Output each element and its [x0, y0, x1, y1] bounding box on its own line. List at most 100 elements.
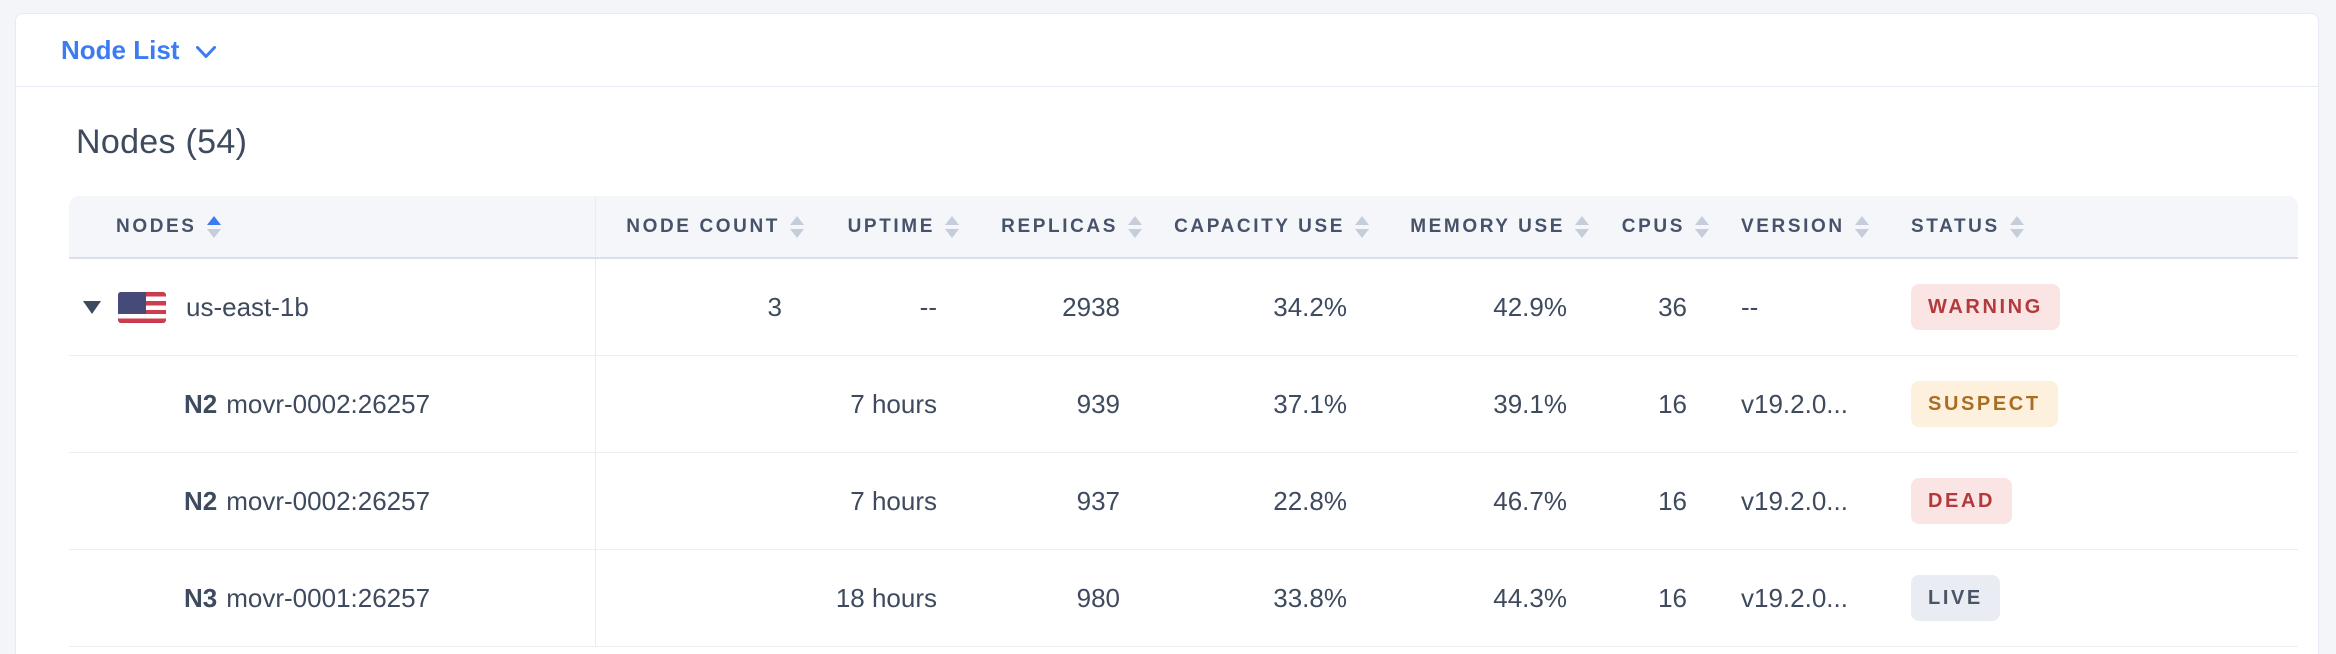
sort-up-arrow-icon [1695, 215, 1709, 225]
sort-arrows-icon[interactable] [1575, 215, 1589, 238]
node-id: N2 [184, 388, 218, 419]
node-row[interactable]: N2 movr-0002:26257 7 hours 939 37.1% 39.1% 16 v… [69, 356, 2298, 453]
node-count-cell: 3 [767, 291, 782, 322]
topbar: Node List [16, 14, 2318, 87]
column-header-capacity_use[interactable]: CAPACITY USE [1154, 196, 1381, 257]
sort-up-arrow-icon [1355, 215, 1369, 225]
node-address: movr-0002:26257 [226, 485, 431, 516]
column-header-label: REPLICAS [1001, 215, 1118, 237]
column-header-label: CPUS [1621, 215, 1685, 237]
sort-down-arrow-icon [2009, 228, 2024, 238]
uptime-cell: -- [919, 291, 937, 322]
column-header-replicas[interactable]: REPLICAS [971, 196, 1154, 257]
column-header-uptime[interactable]: UPTIME [816, 196, 971, 257]
sort-up-arrow-icon [945, 215, 959, 225]
uptime-cell: 18 hours [835, 582, 937, 613]
status-badge: WARNING [1911, 284, 2060, 330]
replicas-cell: 939 [1076, 388, 1120, 419]
column-header-node_count[interactable]: NODE COUNT [596, 196, 816, 257]
uptime-cell: 7 hours [850, 388, 937, 419]
sort-up-arrow-icon [790, 215, 804, 225]
status-cell: SUSPECT [1901, 356, 2298, 452]
node-id: N2 [184, 485, 218, 516]
status-cell: WARNING [1901, 259, 2298, 355]
sort-down-arrow-icon [1575, 228, 1589, 238]
memory-use-cell: 44.3% [1493, 582, 1567, 613]
collapse-caret-icon[interactable] [83, 300, 101, 314]
nodes-cell: N3 movr-0001:26257 [69, 550, 596, 646]
table-header-row: NODES NODE COUNT UPTIME REPLICAS CAPACITY US… [69, 196, 2298, 259]
node-address: movr-0001:26257 [226, 582, 431, 613]
column-header-nodes[interactable]: NODES [69, 196, 596, 257]
sort-down-arrow-icon [1128, 228, 1142, 238]
node-row[interactable]: N2 movr-0002:26257 7 hours 937 22.8% 46.7% 16 v… [69, 453, 2298, 550]
sort-arrows-icon[interactable] [206, 215, 221, 238]
cpus-cell: 16 [1658, 582, 1687, 613]
us-flag-icon [118, 291, 166, 323]
status-cell: DEAD [1901, 453, 2298, 549]
capacity-use-cell: 33.8% [1273, 582, 1347, 613]
replicas-cell: 937 [1076, 485, 1120, 516]
sort-arrows-icon[interactable] [1695, 215, 1709, 238]
column-header-status[interactable]: STATUS [1901, 196, 2298, 257]
nodes-cell: N2 movr-0002:26257 [69, 356, 596, 452]
sort-up-arrow-icon [1854, 215, 1869, 225]
page-title: Nodes (54) [76, 123, 248, 161]
version-cell: v19.2.0... [1741, 388, 1848, 419]
cpus-cell: 16 [1658, 485, 1687, 516]
view-switcher-dropdown[interactable]: Node List [61, 35, 217, 66]
chevron-down-icon [196, 45, 217, 58]
column-header-label: STATUS [1911, 215, 2000, 237]
node-row[interactable]: N3 movr-0001:26257 18 hours 980 33.8% 44.3% 16… [69, 550, 2298, 647]
column-header-label: VERSION [1741, 215, 1845, 237]
column-header-version[interactable]: VERSION [1721, 196, 1901, 257]
node-count-cell [596, 550, 816, 646]
node-name: N2 movr-0002:26257 [184, 389, 430, 420]
nodes-table: NODES NODE COUNT UPTIME REPLICAS CAPACITY US… [69, 196, 2298, 647]
sort-up-arrow-icon [1128, 215, 1142, 225]
node-name: N2 movr-0002:26257 [184, 486, 430, 517]
column-header-label: UPTIME [847, 215, 935, 237]
cpus-cell: 36 [1658, 291, 1687, 322]
capacity-use-cell: 34.2% [1273, 291, 1347, 322]
nodes-cell: us-east-1b [69, 259, 596, 355]
column-header-memory_use[interactable]: MEMORY USE [1381, 196, 1601, 257]
replicas-cell: 2938 [1062, 291, 1120, 322]
column-header-label: NODES [116, 215, 197, 237]
sort-arrows-icon[interactable] [1854, 215, 1869, 238]
version-cell: v19.2.0... [1741, 582, 1848, 613]
sort-down-arrow-icon [1355, 228, 1369, 238]
node-name: N3 movr-0001:26257 [184, 583, 430, 614]
sort-down-arrow-icon [1695, 228, 1709, 238]
sort-arrows-icon[interactable] [790, 215, 804, 238]
column-header-label: NODE COUNT [626, 215, 780, 237]
column-header-label: CAPACITY USE [1174, 215, 1345, 237]
memory-use-cell: 46.7% [1493, 485, 1567, 516]
status-badge: LIVE [1911, 575, 2000, 621]
memory-use-cell: 42.9% [1493, 291, 1567, 322]
status-badge: SUSPECT [1911, 381, 2058, 427]
region-row[interactable]: us-east-1b 3 -- 2938 34.2% 42.9% 36 -- WARNING [69, 259, 2298, 356]
sort-arrows-icon[interactable] [1128, 215, 1142, 238]
sort-down-arrow-icon [206, 228, 221, 238]
sort-arrows-icon[interactable] [1355, 215, 1369, 238]
capacity-use-cell: 22.8% [1273, 485, 1347, 516]
region-name: us-east-1b [186, 291, 309, 322]
sort-arrows-icon[interactable] [945, 215, 959, 238]
sort-down-arrow-icon [945, 228, 959, 238]
node-list-card: Node List Nodes (54) NODES NODE COUNT UPTI… [15, 13, 2319, 654]
version-cell: -- [1741, 291, 1759, 322]
view-switcher-label: Node List [61, 34, 180, 65]
sort-up-arrow-icon [1575, 215, 1589, 225]
sort-arrows-icon[interactable] [2009, 215, 2024, 238]
nodes-cell: N2 movr-0002:26257 [69, 453, 596, 549]
sort-up-arrow-icon [2009, 215, 2024, 225]
node-id: N3 [184, 582, 218, 613]
column-header-cpus[interactable]: CPUS [1601, 196, 1721, 257]
capacity-use-cell: 37.1% [1273, 388, 1347, 419]
version-cell: v19.2.0... [1741, 485, 1848, 516]
status-cell: LIVE [1901, 550, 2298, 646]
sort-down-arrow-icon [1854, 228, 1869, 238]
sort-up-arrow-icon [206, 215, 221, 225]
replicas-cell: 980 [1076, 582, 1120, 613]
